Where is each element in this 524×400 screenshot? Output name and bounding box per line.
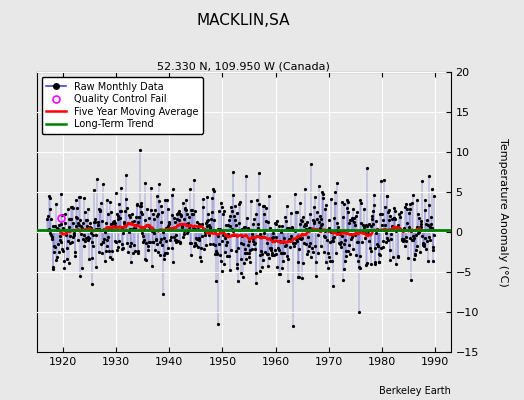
- Legend: Raw Monthly Data, Quality Control Fail, Five Year Moving Average, Long-Term Tren: Raw Monthly Data, Quality Control Fail, …: [41, 77, 203, 134]
- Title: 52.330 N, 109.950 W (Canada): 52.330 N, 109.950 W (Canada): [157, 61, 330, 71]
- Text: Berkeley Earth: Berkeley Earth: [379, 386, 451, 396]
- Y-axis label: Temperature Anomaly (°C): Temperature Anomaly (°C): [498, 138, 508, 286]
- Text: MACKLIN,SA: MACKLIN,SA: [197, 13, 290, 28]
